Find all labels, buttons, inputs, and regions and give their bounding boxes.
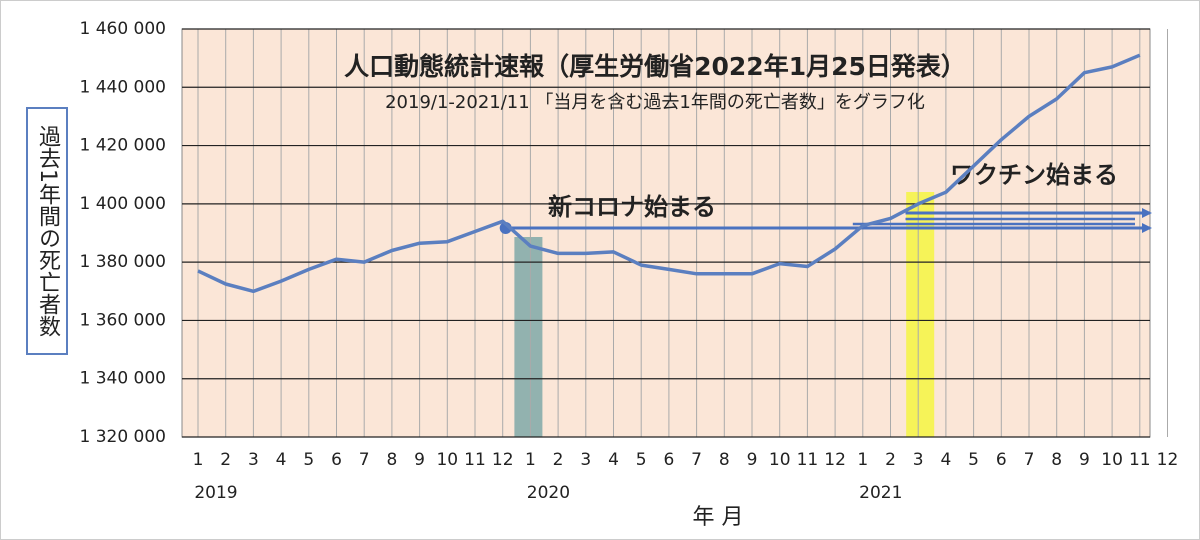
y-tick-label: 1 420 000 xyxy=(79,136,166,156)
x-tick-label: 5 xyxy=(968,450,979,470)
x-group-label: 2020 xyxy=(527,483,570,503)
x-tick-label: 12 xyxy=(1157,450,1179,470)
y-tick-label: 1 320 000 xyxy=(79,427,166,447)
x-tick-label: 11 xyxy=(797,450,819,470)
y-label-box xyxy=(26,107,68,355)
x-tick-label: 11 xyxy=(464,450,486,470)
highlight-band xyxy=(514,237,543,437)
x-tick-label: 9 xyxy=(414,450,425,470)
x-tick-label: 11 xyxy=(1129,450,1151,470)
chart-title: 人口動態統計速報（厚生労働省2022年1月25日発表） xyxy=(344,52,966,81)
x-tick-label: 7 xyxy=(359,450,370,470)
x-tick-label: 1 xyxy=(193,450,204,470)
x-tick-label: 9 xyxy=(1079,450,1090,470)
x-group-label: 2021 xyxy=(859,483,902,503)
highlight-band xyxy=(906,192,935,437)
x-tick-label: 4 xyxy=(940,450,951,470)
x-tick-label: 12 xyxy=(824,450,846,470)
x-tick-label: 10 xyxy=(436,450,458,470)
x-tick-label: 1 xyxy=(525,450,536,470)
y-tick-label: 1 360 000 xyxy=(79,310,166,330)
x-tick-label: 2 xyxy=(220,450,231,470)
chart-subtitle: 2019/1-2021/11 「当月を含む過去1年間の死亡者数」をグラフ化 xyxy=(385,92,925,113)
plot-background xyxy=(181,28,1151,438)
x-tick-label: 3 xyxy=(580,450,591,470)
x-tick-label: 8 xyxy=(386,450,397,470)
x-tick-label: 3 xyxy=(913,450,924,470)
y-tick-label: 1 340 000 xyxy=(79,369,166,389)
x-tick-label: 4 xyxy=(276,450,287,470)
x-tick-label: 6 xyxy=(996,450,1007,470)
x-tick-label: 7 xyxy=(1024,450,1035,470)
x-tick-label: 8 xyxy=(1051,450,1062,470)
x-tick-label: 10 xyxy=(769,450,791,470)
x-tick-label: 1 xyxy=(857,450,868,470)
x-tick-label: 2 xyxy=(553,450,564,470)
x-group-label: 2019 xyxy=(194,483,237,503)
x-tick-label: 10 xyxy=(1101,450,1123,470)
y-tick-label: 1 400 000 xyxy=(79,194,166,214)
y-tick-label: 1 460 000 xyxy=(79,19,166,39)
y-axis-label: 過去1年間の死亡者数 xyxy=(35,125,61,337)
x-tick-label: 4 xyxy=(608,450,619,470)
x-tick-label: 6 xyxy=(663,450,674,470)
series-line xyxy=(197,53,1141,294)
x-axis-label: 年 月 xyxy=(693,505,744,530)
y-tick-label: 1 380 000 xyxy=(79,252,166,272)
annotation: ワクチン始まる xyxy=(950,161,1118,189)
x-tick-label: 2 xyxy=(885,450,896,470)
x-tick-label: 5 xyxy=(303,450,314,470)
y-tick-label: 1 440 000 xyxy=(79,77,166,97)
x-tick-label: 5 xyxy=(636,450,647,470)
x-tick-label: 7 xyxy=(691,450,702,470)
x-tick-label: 9 xyxy=(747,450,758,470)
x-tick-label: 12 xyxy=(492,450,514,470)
x-tick-label: 3 xyxy=(248,450,259,470)
annotation: 新コロナ始まる xyxy=(548,193,716,221)
plot-area xyxy=(181,28,1168,438)
x-tick-label: 6 xyxy=(331,450,342,470)
x-tick-label: 8 xyxy=(719,450,730,470)
